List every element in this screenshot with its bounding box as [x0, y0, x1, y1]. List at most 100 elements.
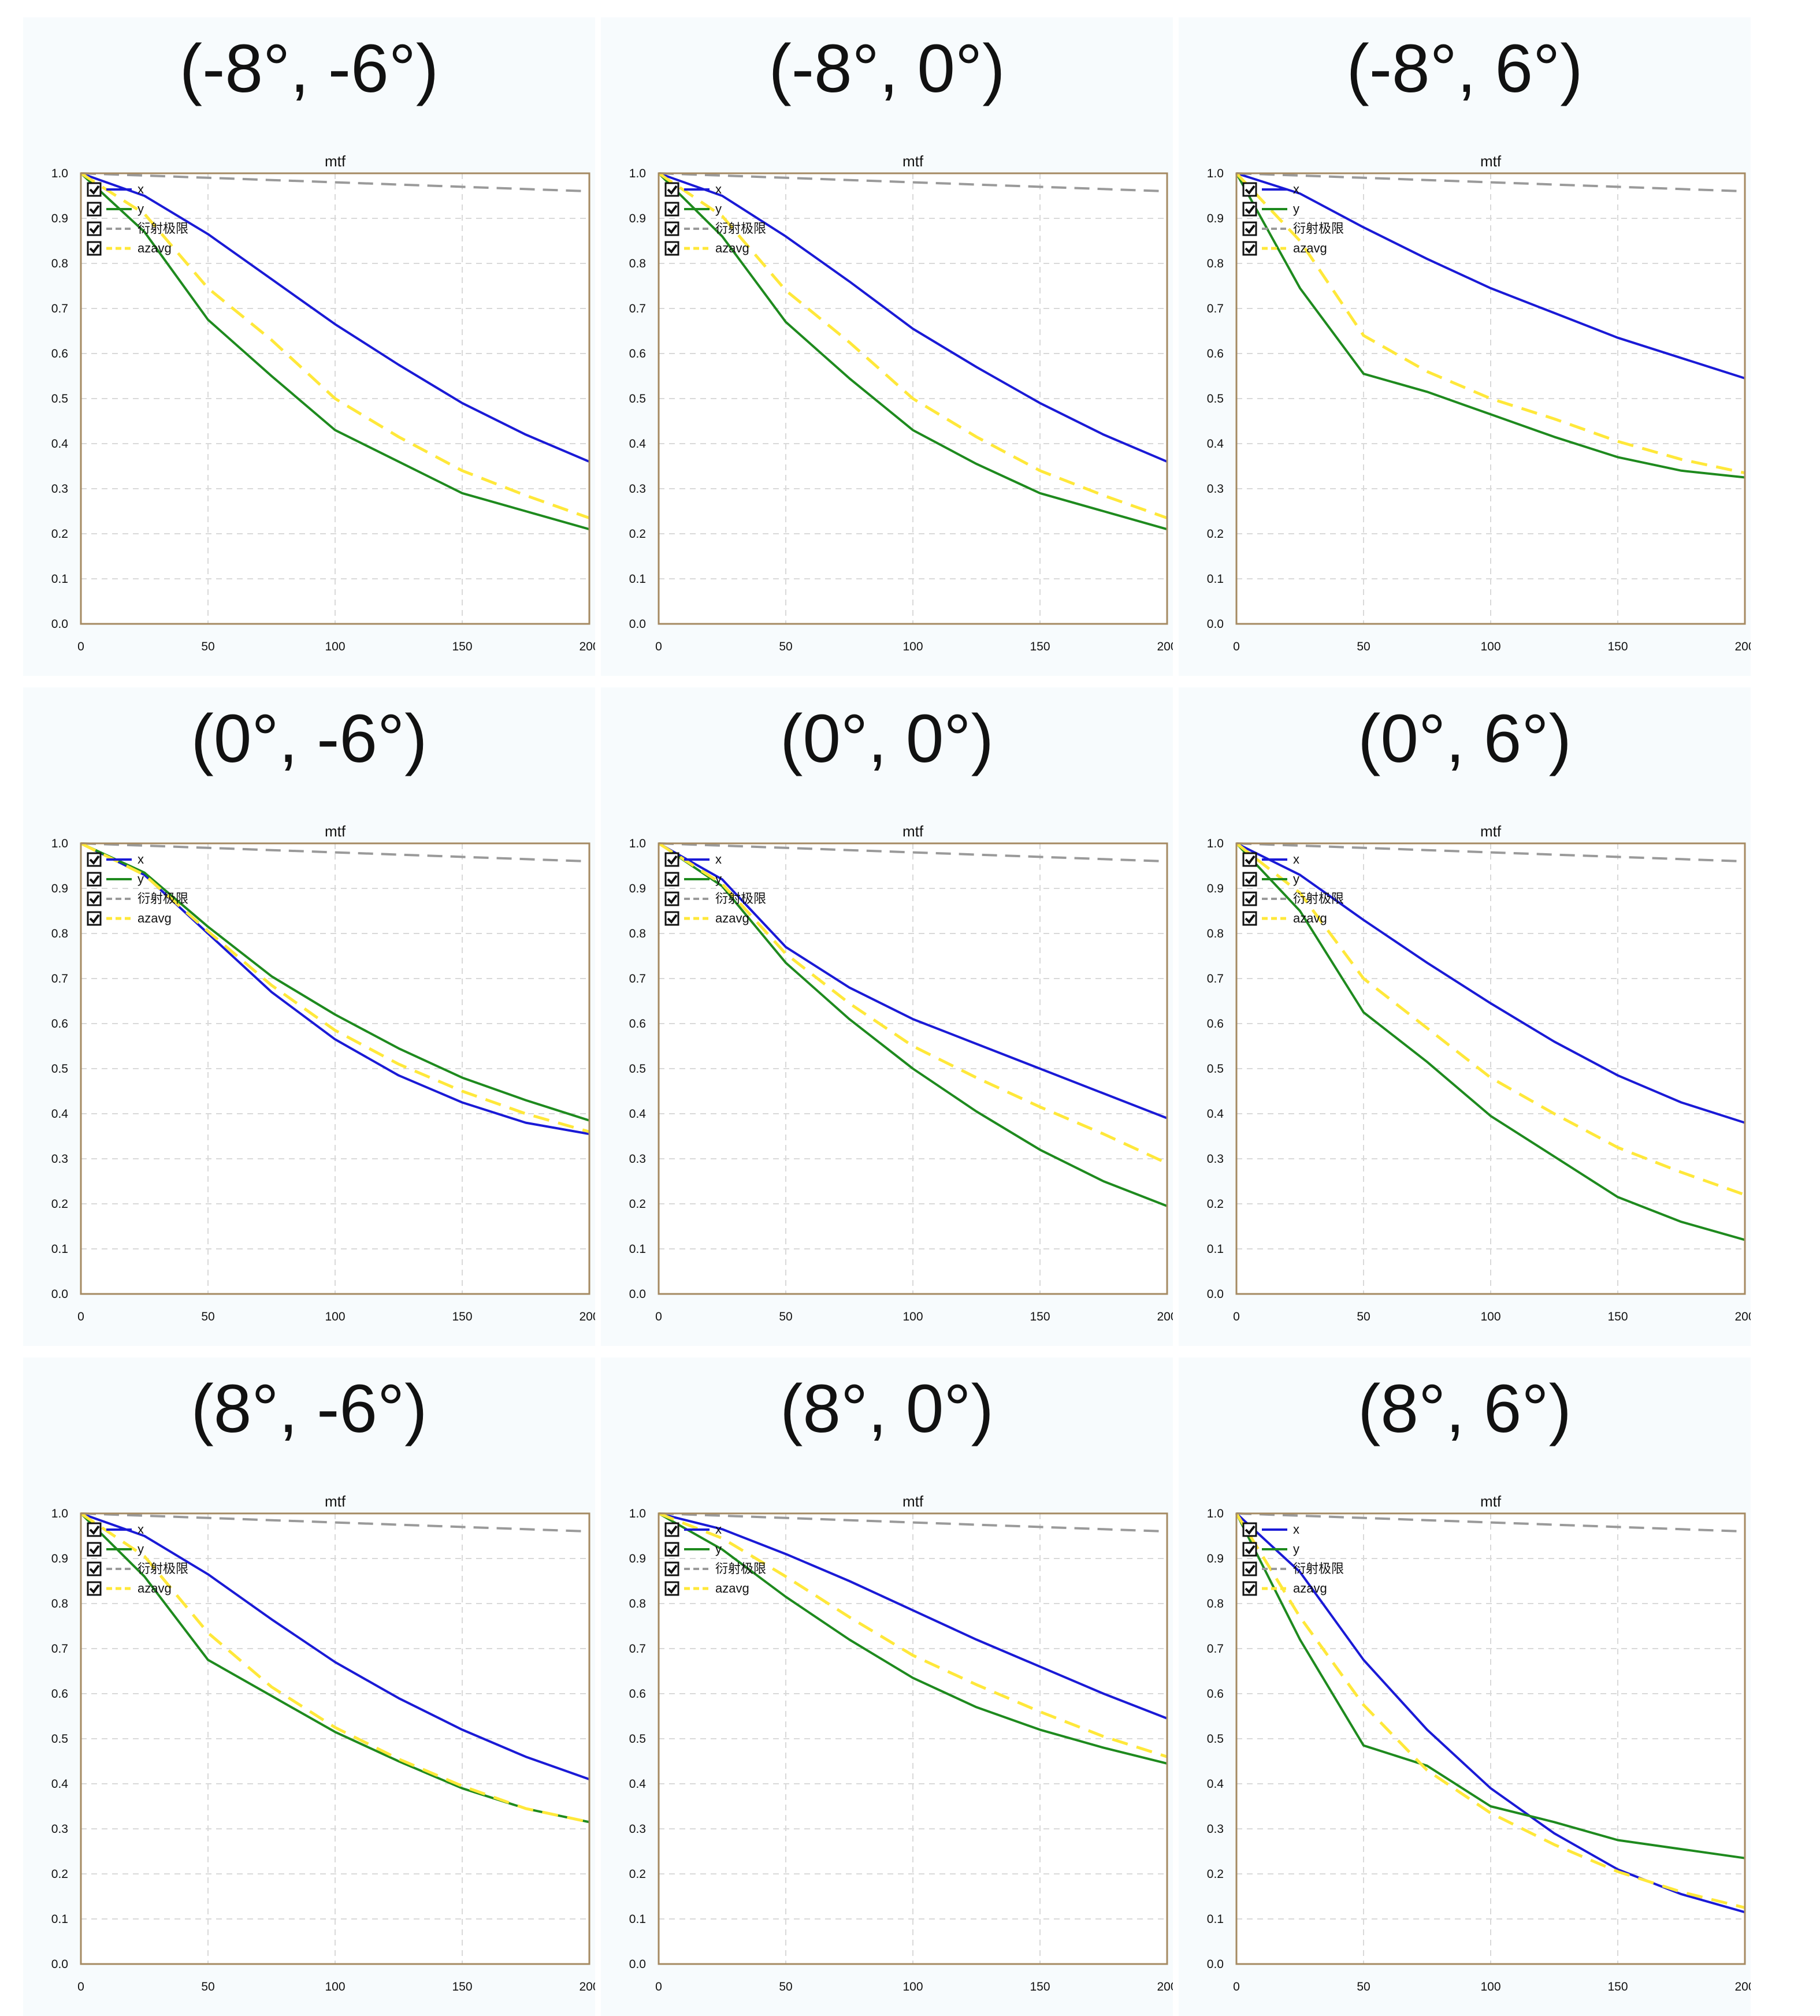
legend-item[interactable]: x — [1242, 1522, 1299, 1537]
legend-item[interactable]: y — [664, 202, 722, 217]
series-line-0 — [80, 1512, 590, 1781]
legend-item[interactable]: x — [87, 852, 144, 867]
legend-label: y — [715, 1542, 722, 1556]
plot-frame — [1235, 172, 1746, 625]
y-tick-label: 0.5 — [51, 1732, 68, 1746]
x-tick-label: 150 — [452, 1310, 472, 1323]
x-tick-label: 200 — [579, 640, 595, 653]
legend-item[interactable]: 衍射极限 — [87, 1561, 188, 1576]
y-tick-label: 0.0 — [1207, 1288, 1224, 1301]
legend-item[interactable]: azavg — [87, 911, 172, 926]
mtf-panel: (0°, -6°) mtf 0.0 0.1 0.2 0.3 0.4 0.5 0.6 0.7 0.8 0… — [23, 687, 595, 1346]
chart-title: mtf — [1480, 823, 1502, 840]
legend-item[interactable]: 衍射极限 — [1242, 1561, 1344, 1576]
legend-item[interactable]: y — [1242, 1542, 1299, 1557]
y-tick-label: 0.4 — [51, 1107, 69, 1121]
legend-item[interactable]: 衍射极限 — [664, 221, 766, 236]
legend-item[interactable]: x — [664, 182, 722, 197]
legend-item[interactable]: azavg — [664, 1581, 749, 1596]
legend-item[interactable]: azavg — [87, 241, 172, 256]
legend-item[interactable]: y — [664, 872, 722, 887]
check-icon — [1245, 244, 1256, 254]
legend-item[interactable]: 衍射极限 — [1242, 221, 1344, 236]
check-icon — [1245, 204, 1256, 215]
legend-label: 衍射极限 — [1293, 221, 1344, 236]
y-tick-label: 0.8 — [51, 1597, 68, 1610]
legend-item[interactable]: x — [664, 1522, 722, 1537]
plot-frame — [80, 842, 590, 1295]
legend-item[interactable]: 衍射极限 — [1242, 891, 1344, 906]
y-tick-label: 0.8 — [51, 257, 68, 270]
check-icon — [89, 224, 100, 235]
x-tick-label: 100 — [325, 640, 345, 653]
legend-item[interactable]: 衍射极限 — [87, 891, 188, 906]
mtf-panel: (0°, 0°) mtf 0.0 0.1 0.2 0.3 0.4 0.5 0.6 0.7 0.8 0.… — [601, 687, 1173, 1346]
check-icon — [89, 185, 100, 195]
x-tick-label: 0 — [77, 1980, 84, 1993]
legend-item[interactable]: x — [1242, 182, 1299, 197]
legend-item[interactable]: y — [1242, 202, 1299, 217]
check-icon — [89, 244, 100, 254]
y-tick-label: 0.9 — [1207, 1552, 1224, 1565]
y-tick-label: 0.3 — [1207, 1822, 1224, 1836]
x-tick-label: 100 — [325, 1980, 345, 1993]
legend-item[interactable]: 衍射极限 — [87, 221, 188, 236]
series-line-0 — [80, 842, 590, 1136]
x-tick-label: 0 — [655, 640, 662, 653]
legend-item[interactable]: y — [87, 202, 144, 217]
legend-item[interactable]: y — [1242, 872, 1299, 887]
legend-item[interactable]: azavg — [1242, 911, 1327, 926]
legend-label: y — [715, 872, 722, 886]
plot-frame — [658, 172, 1168, 625]
legend-label: 衍射极限 — [138, 221, 188, 236]
y-tick-label: 0.9 — [51, 212, 68, 225]
y-tick-label: 0.2 — [51, 527, 68, 541]
legend-item[interactable]: y — [664, 1542, 722, 1557]
mtf-panel: (8°, -6°) mtf 0.0 0.1 0.2 0.3 0.4 0.5 0.6 0.7 0.8 0… — [23, 1357, 595, 2016]
check-icon — [1245, 1525, 1256, 1535]
legend-label: y — [715, 202, 722, 216]
legend-item[interactable]: 衍射极限 — [664, 891, 766, 906]
legend-label: x — [1293, 852, 1299, 866]
y-tick-label: 0.4 — [629, 437, 647, 451]
series-line-1 — [658, 842, 1168, 1207]
legend-item[interactable]: y — [87, 872, 144, 887]
legend-item[interactable]: x — [664, 852, 722, 867]
legend-item[interactable]: x — [1242, 852, 1299, 867]
y-tick-label: 1.0 — [51, 1507, 68, 1520]
legend-item[interactable]: y — [87, 1542, 144, 1557]
check-icon — [667, 1525, 678, 1535]
legend-item[interactable]: azavg — [664, 241, 749, 256]
y-tick-label: 0.6 — [629, 1017, 646, 1031]
check-icon — [89, 875, 100, 885]
legend-item[interactable]: azavg — [1242, 1581, 1327, 1596]
x-tick-label: 100 — [902, 1310, 923, 1323]
panel-title: (0°, 6°) — [1358, 701, 1572, 777]
legend-label: y — [1293, 202, 1299, 216]
legend-item[interactable]: azavg — [1242, 241, 1327, 256]
legend-item[interactable]: x — [87, 1522, 144, 1537]
legend-label: azavg — [1293, 911, 1327, 925]
x-tick-label: 200 — [1157, 1980, 1173, 1993]
legend-item[interactable]: x — [87, 182, 144, 197]
y-tick-label: 0.8 — [629, 1597, 646, 1610]
chart-title: mtf — [325, 823, 346, 840]
y-tick-label: 0.1 — [1207, 572, 1224, 586]
x-tick-label: 200 — [1734, 1310, 1751, 1323]
check-icon — [89, 855, 100, 865]
y-tick-label: 0.5 — [1207, 392, 1224, 406]
y-tick-label: 0.7 — [1207, 1642, 1224, 1656]
check-icon — [89, 1525, 100, 1535]
series-line-2 — [658, 1512, 1168, 1533]
x-tick-label: 50 — [779, 1980, 792, 1993]
panel-title: (0°, 0°) — [780, 701, 994, 777]
legend-item[interactable]: azavg — [664, 911, 749, 926]
legend-item[interactable]: azavg — [87, 1581, 172, 1596]
y-tick-label: 0.6 — [51, 1687, 68, 1701]
y-tick-label: 0.1 — [629, 1243, 646, 1256]
legend-item[interactable]: 衍射极限 — [664, 1561, 766, 1576]
x-tick-label: 150 — [1030, 1310, 1050, 1323]
y-tick-label: 0.3 — [51, 1822, 68, 1836]
y-tick-label: 0.5 — [629, 1062, 646, 1076]
legend-label: x — [715, 852, 722, 866]
